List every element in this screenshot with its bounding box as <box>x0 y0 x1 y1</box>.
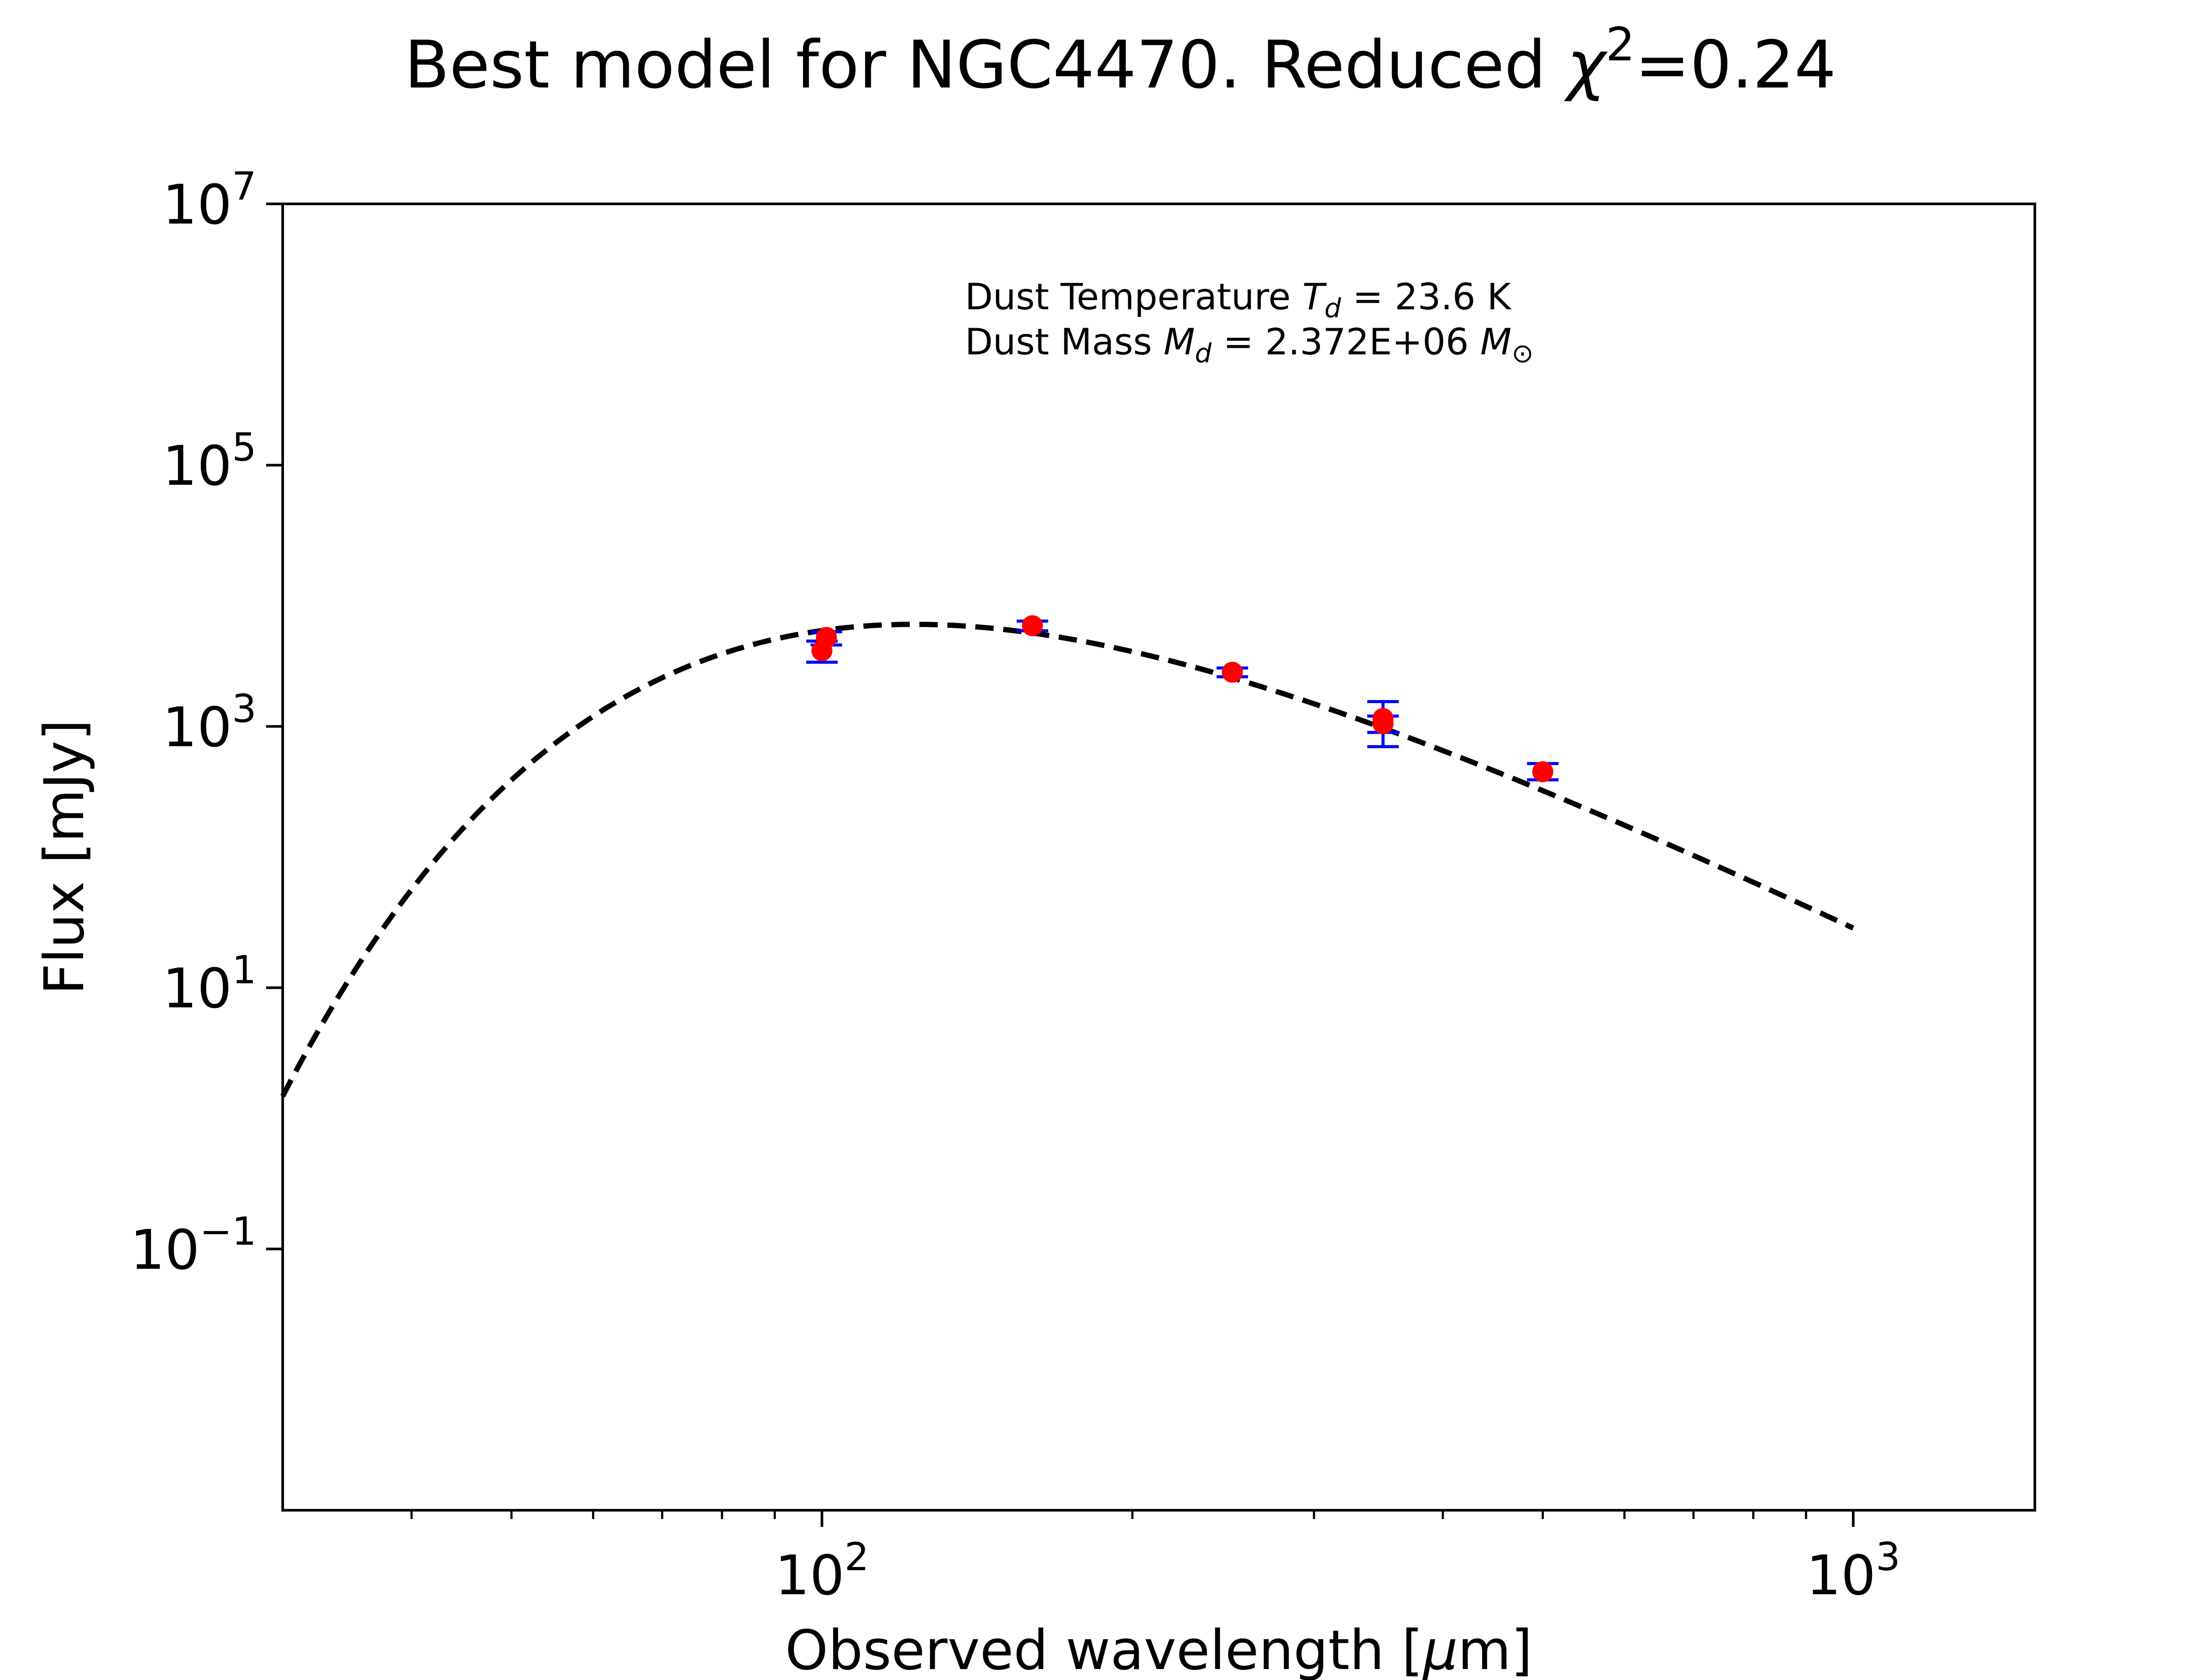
data-point <box>1532 761 1553 782</box>
y-tick-label: 10−1 <box>130 1209 256 1282</box>
major-ticks: 102 103 10−1 101 103 105 107 <box>130 164 1900 1607</box>
data-point <box>816 626 837 648</box>
data-point <box>1022 615 1043 637</box>
y-tick-label: 103 <box>162 686 256 759</box>
annotation-mass: Dust Mass Md = 2.372E+06 M⊙ <box>965 321 1534 369</box>
model-curve <box>280 621 1855 1098</box>
x-axis-label: Observed wavelength [μm] <box>785 1619 1532 1680</box>
title-chi: χ <box>1564 27 1608 103</box>
x-minor-ticks <box>410 1510 1807 1519</box>
y-tick-label: 105 <box>162 425 256 498</box>
y-tick-label: 107 <box>162 164 256 237</box>
y-axis-label: Flux [mJy] <box>33 719 96 995</box>
data-points <box>811 615 1553 782</box>
y-tick-label: 101 <box>162 948 256 1021</box>
plot-frame <box>281 203 2036 1512</box>
plot-area: 102 103 10−1 101 103 105 107 <box>130 164 1900 1607</box>
data-point <box>1222 662 1243 683</box>
x-tick-label: 103 <box>1806 1534 1900 1607</box>
chart-title: Best model for NGC4470. Reduced χ2=0.24 <box>404 18 1836 103</box>
data-point <box>1372 713 1394 735</box>
title-suffix: =0.24 <box>1635 27 1836 103</box>
title-chi-exponent: 2 <box>1606 18 1635 71</box>
annotation-temperature: Dust Temperature Td = 23.6 K <box>965 276 1512 324</box>
x-tick-label: 102 <box>775 1534 869 1607</box>
title-prefix: Best model for NGC4470. Reduced <box>404 27 1567 103</box>
